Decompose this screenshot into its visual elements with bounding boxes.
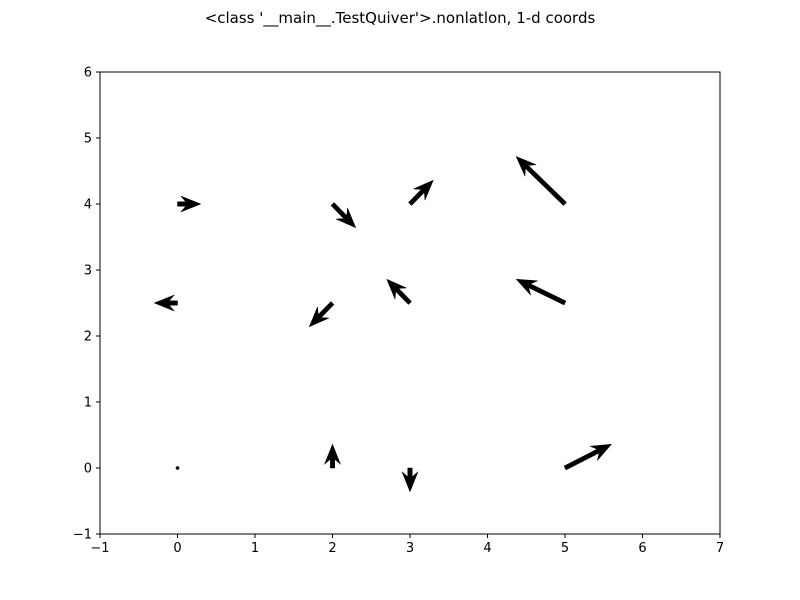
y-tick-label: 1 bbox=[84, 396, 92, 411]
x-axis-ticks: −1 0 1 2 3 4 5 6 7 bbox=[90, 534, 724, 556]
x-tick-label: −1 bbox=[90, 541, 109, 556]
x-tick-label: 2 bbox=[328, 541, 336, 556]
quiver-arrow bbox=[386, 278, 412, 305]
y-tick-label: −1 bbox=[73, 528, 92, 543]
x-tick-label: 4 bbox=[483, 541, 491, 556]
x-tick-label: 5 bbox=[561, 541, 569, 556]
quiver-arrow bbox=[563, 443, 613, 471]
x-tick-label: 6 bbox=[638, 541, 646, 556]
quiver-arrows bbox=[153, 156, 613, 493]
quiver-arrow bbox=[153, 294, 178, 312]
y-tick-label: 3 bbox=[84, 264, 92, 279]
y-tick-label: 5 bbox=[84, 132, 92, 147]
quiver-arrow bbox=[330, 202, 357, 229]
y-tick-label: 0 bbox=[84, 462, 92, 477]
x-tick-label: 7 bbox=[716, 541, 724, 556]
quiver-arrow bbox=[308, 301, 335, 328]
y-tick-label: 2 bbox=[84, 330, 92, 345]
quiver-arrow bbox=[408, 179, 434, 206]
quiver-arrow bbox=[515, 156, 567, 206]
x-tick-label: 1 bbox=[251, 541, 259, 556]
x-tick-label: 3 bbox=[406, 541, 414, 556]
chart-title: <class '__main__.TestQuiver'>.nonlatlon,… bbox=[204, 9, 596, 27]
y-tick-label: 4 bbox=[84, 198, 92, 213]
quiver-arrow bbox=[175, 466, 180, 470]
quiver-arrow bbox=[515, 278, 567, 306]
quiver-arrow bbox=[324, 443, 341, 469]
quiver-arrow bbox=[177, 195, 202, 213]
y-tick-label: 6 bbox=[84, 66, 92, 81]
quiver-arrow bbox=[401, 467, 419, 493]
x-tick-label: 0 bbox=[173, 541, 181, 556]
y-axis-ticks: −1 0 1 2 3 4 5 6 bbox=[73, 66, 100, 543]
